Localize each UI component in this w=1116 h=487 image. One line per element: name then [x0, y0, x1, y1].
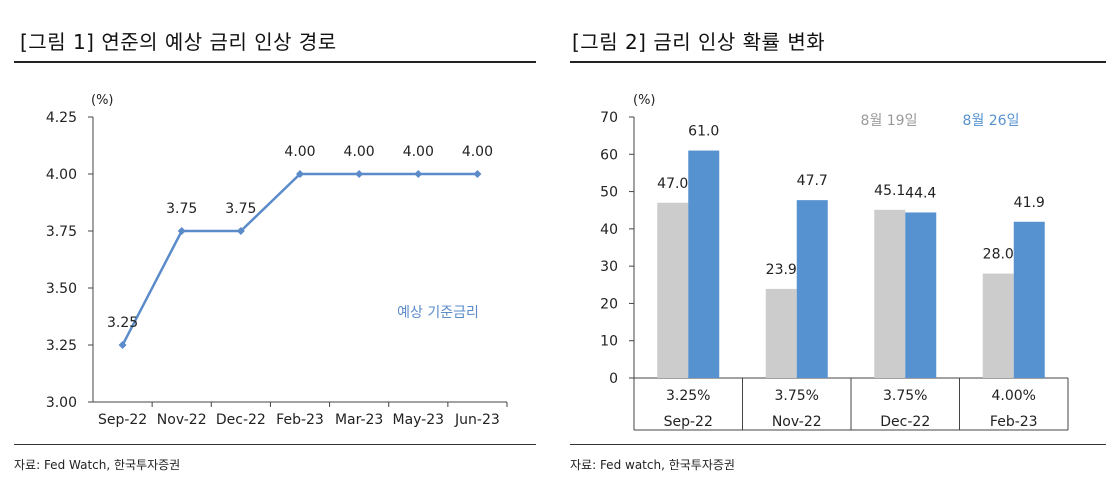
- data-label: 47.7: [797, 173, 828, 189]
- y-tick-label: 3.50: [46, 281, 77, 297]
- y-tick-label: 20: [600, 296, 618, 312]
- data-label: 4.00: [462, 144, 493, 160]
- y-tick-label: 50: [600, 185, 618, 201]
- y-tick-label: 4.25: [46, 110, 77, 126]
- data-point-marker: [414, 170, 423, 178]
- x-tick-label: Dec-22: [216, 412, 266, 428]
- x-tick-label: Feb-23: [276, 412, 324, 428]
- line-chart: (%) 3.00 3.25 3.50 3.75 4.00 4.25 Sep-22 Nov-22 D…: [46, 93, 508, 428]
- y-tick-label: 3.75: [46, 224, 77, 240]
- y-tick-label: 40: [600, 222, 618, 238]
- y-tick-label: 3.25: [46, 338, 77, 354]
- data-label: 4.00: [403, 144, 434, 160]
- bar: [1013, 221, 1045, 378]
- series-label: 예상 기준금리: [397, 305, 479, 321]
- y-unit-label: (%): [633, 93, 656, 108]
- rate-label: 3.75%: [883, 388, 927, 404]
- rate-label: 3.75%: [775, 388, 819, 404]
- data-label: 3.25: [107, 315, 138, 331]
- data-point-marker: [473, 170, 482, 178]
- data-label: 3.75: [166, 201, 197, 217]
- y-tick-label: 0: [609, 371, 618, 387]
- rate-label: 3.25%: [666, 388, 710, 404]
- y-tick-label: 60: [600, 147, 618, 163]
- x-tick-label: Jun-23: [454, 412, 500, 428]
- legend-entry: 8월 26일: [963, 113, 1020, 129]
- x-tick-label: Mar-23: [335, 412, 383, 428]
- bar: [796, 200, 828, 378]
- x-tick-label: Sep-22: [98, 412, 147, 428]
- bar: [982, 273, 1014, 378]
- x-tick-label: Feb-23: [990, 414, 1038, 430]
- data-label: 47.0: [657, 176, 688, 192]
- legend-entry: 8월 19일: [861, 113, 918, 129]
- data-point-marker: [355, 170, 364, 178]
- x-tick-label: Dec-22: [880, 414, 930, 430]
- footer-rule: [14, 444, 536, 445]
- bar: [765, 288, 797, 378]
- y-tick-label: 3.00: [46, 395, 77, 411]
- x-tick-label: Nov-22: [772, 414, 822, 430]
- x-tick-label: Sep-22: [664, 414, 713, 430]
- data-label: 45.1: [874, 183, 905, 199]
- data-label: 4.00: [344, 144, 375, 160]
- bar: [688, 150, 720, 378]
- x-tick-label: Nov-22: [157, 412, 207, 428]
- data-point-marker: [236, 227, 245, 235]
- y-tick-label: 4.00: [46, 167, 77, 183]
- left-source-note: 자료: Fed Watch, 한국투자증권: [14, 458, 181, 472]
- title-rule: [570, 61, 1106, 63]
- data-label: 61.0: [688, 124, 719, 140]
- bar: [657, 202, 689, 378]
- footer-rule: [570, 444, 1106, 445]
- y-tick-label: 10: [600, 334, 618, 350]
- data-label: 41.9: [1014, 195, 1045, 211]
- title-rule: [14, 61, 536, 63]
- bar-chart: (%) 0 10 20 30 40 50 60 70 47.0 61.0 3.25% Sep-22 23.…: [600, 93, 1069, 431]
- y-unit-label: (%): [91, 93, 114, 108]
- data-point-marker: [118, 341, 127, 349]
- line-chart-panel: [그림 1] 연준의 예상 금리 인상 경로 (%) 3.00 3.25 3.50 3.…: [0, 0, 548, 487]
- data-label: 4.00: [284, 144, 315, 160]
- data-label: 44.4: [905, 185, 936, 201]
- y-tick-label: 30: [600, 259, 618, 275]
- y-tick-label: 70: [600, 110, 618, 126]
- right-source-note: 자료: Fed watch, 한국투자증권: [570, 458, 735, 472]
- data-point-marker: [177, 227, 186, 235]
- data-label: 3.75: [225, 201, 256, 217]
- bar: [874, 209, 906, 378]
- bar: [905, 212, 937, 378]
- x-tick-label: May-23: [392, 412, 444, 428]
- bar-chart-panel: [그림 2] 금리 인상 확률 변화 (%) 0 10 20 30 40 50 60 70 47.…: [558, 0, 1116, 487]
- left-chart-title: [그림 1] 연준의 예상 금리 인상 경로: [20, 30, 337, 54]
- data-label: 23.9: [766, 262, 797, 278]
- data-label: 28.0: [983, 247, 1014, 263]
- rate-label: 4.00%: [992, 388, 1036, 404]
- right-chart-title: [그림 2] 금리 인상 확률 변화: [572, 30, 826, 54]
- data-point-marker: [296, 170, 304, 178]
